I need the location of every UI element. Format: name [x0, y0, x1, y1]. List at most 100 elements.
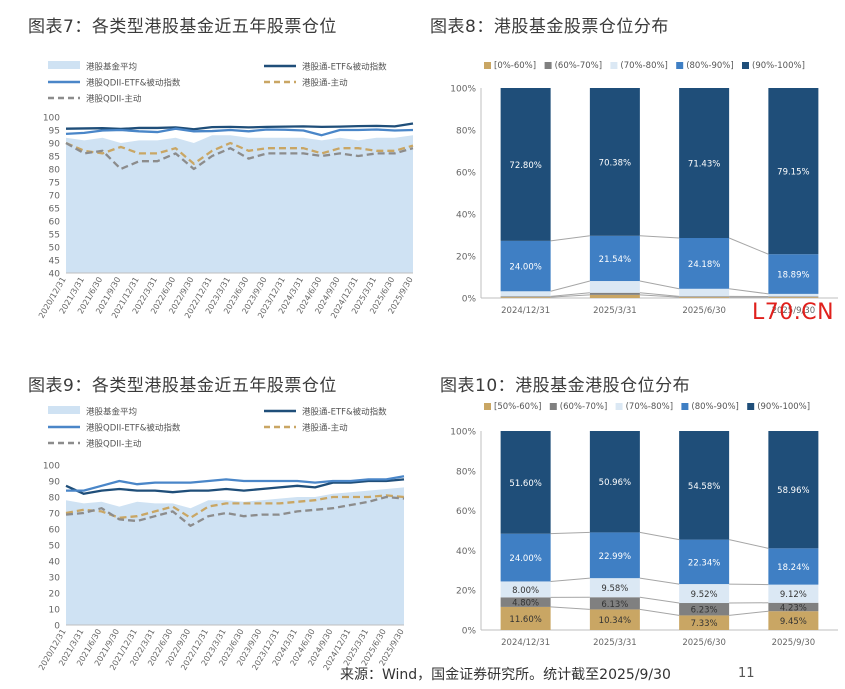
chart8-bar-segment: [589, 88, 640, 236]
chart8-legend-label: [0%-60%]: [494, 61, 536, 71]
chart8-connector-line: [550, 294, 590, 298]
chart10-legend-label: (80%-90%]: [691, 402, 739, 412]
chart8-legend-label: (60%-70%]: [555, 61, 603, 71]
chart10-connector-line: [729, 583, 769, 586]
chart8-data-label: 71.43%: [688, 160, 720, 170]
chart7-ytick-label: 40: [49, 270, 61, 280]
chart10-connector-line: [550, 577, 590, 582]
chart8-bar-segment: [768, 293, 819, 297]
chart8-ytick-label: 40%: [456, 211, 476, 221]
chart8-bar-segment: [500, 240, 551, 292]
chart9-ytick-label: 90: [49, 478, 61, 488]
chart10-connector-line: [639, 608, 680, 616]
chart8-data-label: 21.54%: [599, 255, 631, 265]
chart8-connector-line: [639, 280, 680, 290]
chart7-ytick-label: 65: [49, 205, 60, 215]
chart7-series-line-2: [65, 127, 414, 137]
footer-source-note: 来源：Wind，国金证券研究所。统计截至2025/9/30: [340, 667, 671, 683]
chart10-bar-segment: [679, 584, 730, 604]
chart7-series-line-3: [65, 141, 414, 165]
chart9-ytick-label: 40: [49, 558, 61, 568]
chart10-bar-segment: [679, 539, 730, 585]
chart8-legend-swatch: [484, 62, 491, 69]
chart10-xtick-label: 2025/6/30: [682, 638, 726, 648]
chart8-xtick-label: 2025/3/31: [593, 306, 637, 316]
chart9-title: 图表9：各类型港股基金近五年股票仓位: [28, 376, 337, 396]
chart7-ytick-label: 90: [49, 140, 61, 150]
chart8-legend-swatch: [610, 62, 618, 69]
chart10-data-label: 22.34%: [688, 558, 720, 568]
chart7-ytick-label: 60: [49, 218, 61, 228]
chart10-data-label: 6.13%: [601, 600, 628, 610]
site-watermark-logo: L70.CN: [752, 300, 835, 325]
chart10-bar-segment: [768, 602, 819, 612]
chart8-xtick-label: 2024/12/31: [501, 306, 550, 316]
chart7-title: 图表7：各类型港股基金近五年股票仓位: [28, 17, 337, 37]
chart10-xtick-label: 2025/3/31: [593, 638, 637, 648]
chart8-legend-swatch: [742, 62, 749, 69]
chart8-connector-line: [550, 292, 590, 297]
chart8-connector-line: [550, 235, 590, 242]
chart7-series-line-4: [65, 142, 414, 171]
chart10-bar-segment: [589, 431, 640, 533]
chart10-bar-segment: [589, 609, 640, 630]
chart7-ytick-label: 85: [49, 153, 60, 163]
chart10-connector-line: [639, 531, 680, 541]
chart9-series-line-1: [65, 478, 405, 495]
chart10-xtick-label: 2024/12/31: [501, 638, 550, 648]
chart10-data-label: 8.00%: [512, 586, 539, 596]
chart10-data-label: 22.99%: [599, 552, 631, 562]
chart8-ytick-label: 80%: [456, 127, 476, 137]
chart10-bar-segment: [589, 578, 640, 598]
chart8-legend-label: (90%-100%]: [752, 61, 805, 71]
chart7-legend-label: 港股通-ETF&被动指数: [302, 62, 387, 73]
chart7-legend-label: 港股基金平均: [86, 62, 137, 73]
chart10-data-label: 4.23%: [780, 603, 807, 613]
chart8-legend-label: (70%-80%]: [620, 61, 668, 71]
chart10-data-label: 9.52%: [691, 590, 718, 600]
chart10-data-label: 24.00%: [509, 554, 541, 564]
chart8-bar-segment: [589, 292, 640, 295]
chart10-connector-line: [550, 606, 590, 610]
chart10-bar-segment: [500, 606, 551, 630]
chart10-ytick-label: 60%: [456, 507, 476, 517]
chart10-bar-segment: [768, 584, 819, 603]
chart9-series-line-3: [65, 494, 405, 519]
chart8-bar-segment: [768, 88, 819, 255]
chart8-bar-segment: [768, 297, 819, 298]
chart10-title: 图表10：港股基金港股仓位分布: [440, 376, 691, 396]
chart7-legend-label: 港股通-主动: [302, 78, 348, 89]
chart10-bar-segment: [500, 431, 551, 534]
chart9-legend-label: 港股基金平均: [86, 407, 137, 418]
chart10-bar-segment: [768, 431, 819, 549]
chart8-ytick-label: 0%: [462, 295, 477, 305]
chart8-bar-segment: [589, 281, 640, 293]
chart8-connector-line: [728, 237, 769, 255]
chart8-bar-segment: [500, 296, 551, 298]
chart9-ytick-label: 20: [49, 590, 61, 600]
chart10-data-label: 11.60%: [509, 615, 541, 625]
chart10-data-label: 4.80%: [512, 599, 539, 609]
chart8-legend-swatch: [676, 62, 684, 69]
chart8-bar-segment: [500, 297, 551, 298]
chart8-ytick-label: 60%: [456, 169, 476, 179]
chart10-legend-swatch: [549, 403, 557, 410]
chart8-title: 图表8：港股基金股票仓位分布: [430, 17, 669, 37]
chart8-bar-segment: [589, 235, 640, 282]
chart10-data-label: 9.12%: [780, 590, 807, 600]
chart8-bar-segment: [679, 238, 730, 289]
chart7-ytick-label: 45: [49, 257, 60, 267]
chart10-legend-swatch: [747, 403, 755, 410]
chart10-bar-segment: [679, 615, 730, 630]
chart8-ytick-label: 20%: [456, 253, 476, 263]
chart7-ytick-label: 80: [49, 166, 61, 176]
chart8-data-label: 18.89%: [777, 271, 809, 281]
chart9-ytick-label: 30: [49, 574, 61, 584]
chart10-ytick-label: 40%: [456, 547, 476, 557]
chart9-legend-label: 港股通-ETF&被动指数: [302, 407, 387, 418]
chart10-bar-segment: [768, 611, 819, 630]
chart10-data-label: 10.34%: [599, 616, 631, 626]
chart10-legend-label: [50%-60%]: [494, 402, 542, 412]
chart10-data-label: 58.96%: [777, 486, 809, 496]
